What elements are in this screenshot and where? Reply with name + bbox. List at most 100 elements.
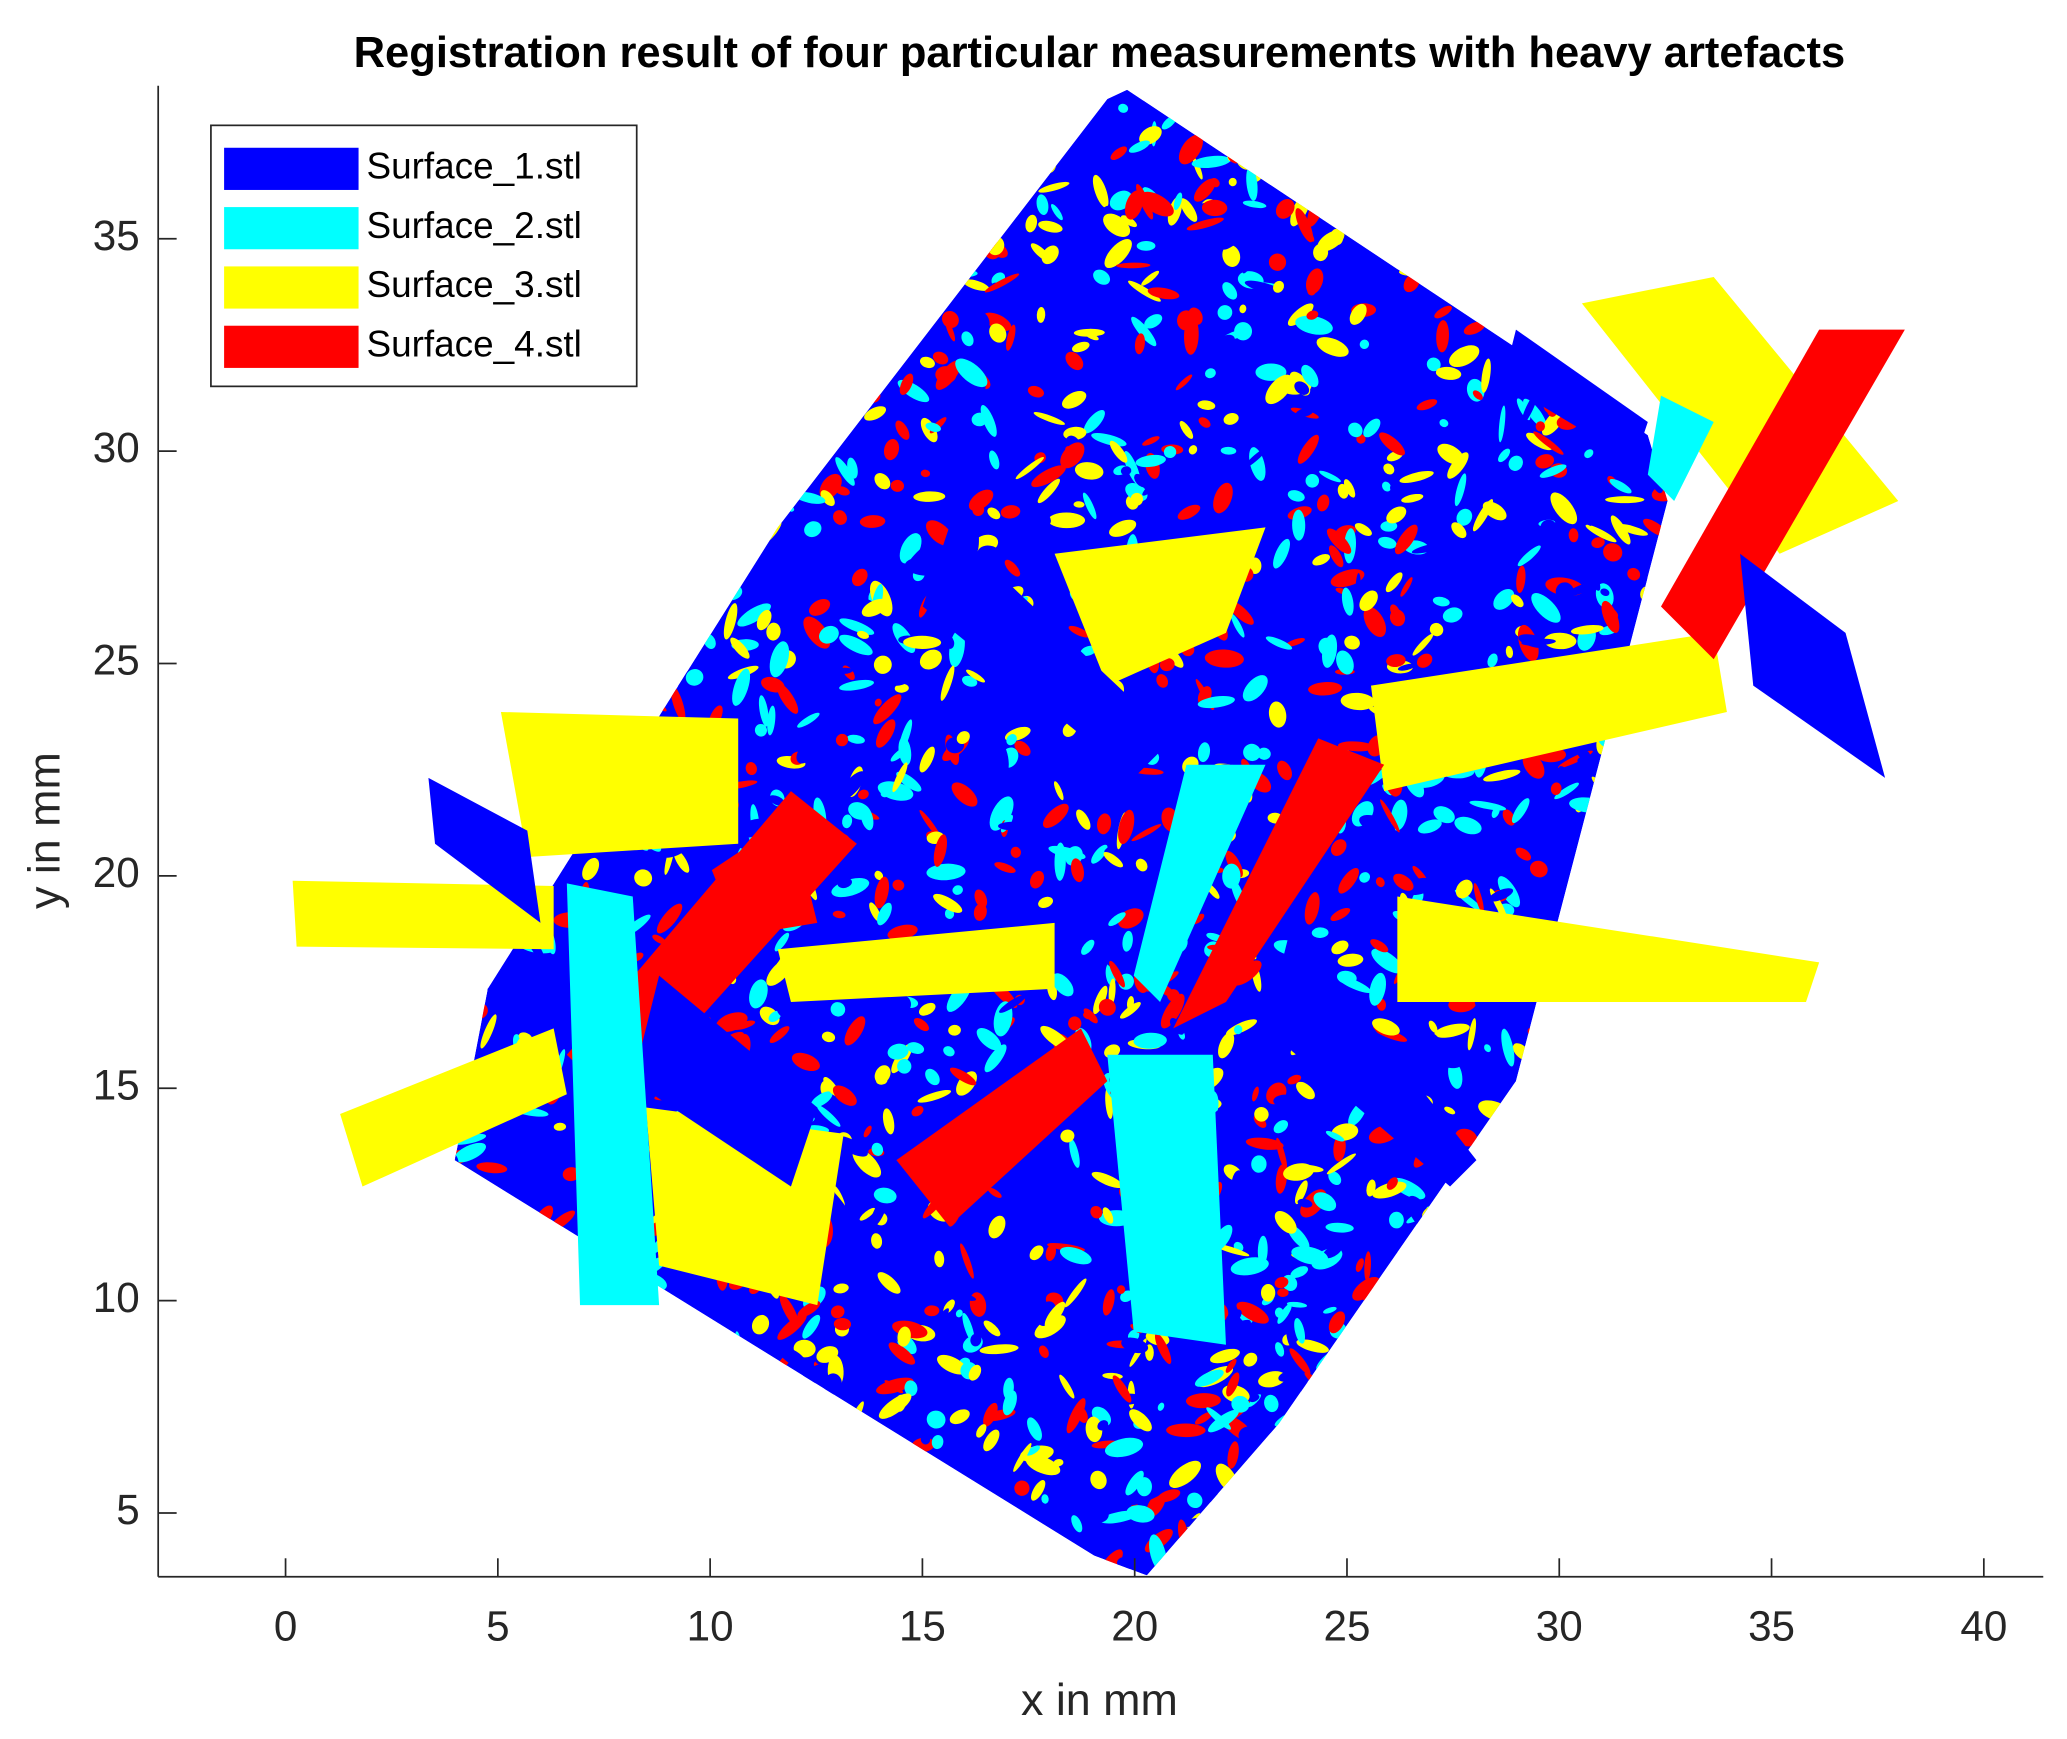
surface-speckle <box>778 1347 807 1368</box>
surface-speckle <box>629 1536 642 1556</box>
surface-speckle <box>593 671 608 685</box>
surface-speckle <box>1222 244 1241 267</box>
surface-speckle <box>1352 1572 1381 1576</box>
surface-speckle <box>1484 1309 1494 1336</box>
surface-speckle <box>685 427 701 444</box>
surface-speckle <box>570 1478 588 1495</box>
surface-speckle <box>1397 663 1416 671</box>
surface-speckle <box>926 863 966 881</box>
surface-speckle <box>795 1479 806 1519</box>
surface-speckle <box>1411 1027 1445 1053</box>
surface-speckle <box>1003 1257 1020 1275</box>
surface-speckle <box>848 600 858 611</box>
surface-speckle <box>484 630 493 663</box>
surface-speckle <box>1273 280 1285 293</box>
surface-speckle <box>707 1574 724 1576</box>
surface-speckle <box>716 1570 752 1576</box>
surface-speckle <box>503 975 517 997</box>
artefact-streak <box>340 1028 567 1187</box>
surface-speckle <box>1039 511 1051 525</box>
surface-speckle <box>539 1353 555 1371</box>
surface-speckle <box>1316 337 1349 357</box>
surface-speckle <box>1512 185 1528 205</box>
surface-speckle <box>1432 596 1450 607</box>
surface-speckle <box>1509 1393 1520 1430</box>
surface-speckle <box>1120 215 1137 228</box>
surface-speckle <box>1621 777 1638 795</box>
surface-speckle <box>1116 262 1151 269</box>
surface-speckle <box>1213 482 1233 514</box>
surface-speckle <box>1454 473 1467 507</box>
surface-speckle <box>1073 89 1095 108</box>
surface-speckle <box>883 269 891 288</box>
surface-speckle <box>1563 261 1583 280</box>
surface-speckle <box>1355 1323 1372 1336</box>
surface-speckle <box>661 483 669 493</box>
surface-speckle <box>1510 594 1524 608</box>
artefact-streak <box>632 975 818 1187</box>
surface-speckle <box>883 439 900 461</box>
surface-speckle <box>979 1555 1002 1576</box>
surface-speckle <box>808 539 828 551</box>
artefact-streak <box>1173 738 1385 1029</box>
surface-speckle <box>1656 277 1668 286</box>
surface-speckle <box>703 308 718 346</box>
surface-speckle <box>541 620 561 636</box>
surface-speckle <box>1372 1181 1407 1199</box>
surface-speckle <box>1041 245 1059 265</box>
surface-speckle <box>737 603 771 627</box>
surface-speckle <box>454 1279 468 1290</box>
surface-speckle <box>1363 606 1387 637</box>
surface-speckle <box>1294 666 1314 689</box>
surface-speckle <box>588 451 608 465</box>
surface-speckle <box>1215 1504 1221 1521</box>
surface-speckle <box>1197 695 1235 709</box>
surface-speckle <box>1476 1304 1491 1322</box>
surface-speckle <box>454 393 461 407</box>
surface-speckle <box>1469 800 1507 811</box>
surface-speckle <box>1555 582 1574 602</box>
surface-speckle <box>1556 212 1587 224</box>
surface-speckle <box>663 605 689 627</box>
surface-speckle <box>1445 1341 1469 1354</box>
surface-speckle <box>454 1042 467 1062</box>
surface-speckle <box>544 1522 553 1555</box>
surface-speckle <box>948 1024 961 1036</box>
surface-speckle <box>1389 1211 1404 1229</box>
surface-speckle <box>1386 506 1407 524</box>
surface-speckle <box>1366 175 1385 190</box>
surface-speckle <box>454 948 465 960</box>
legend-label: Surface_2.stl <box>366 205 581 246</box>
surface-speckle <box>1160 993 1185 1029</box>
surface-speckle <box>1383 1389 1394 1398</box>
surface-speckle <box>758 502 775 520</box>
surface-speckle <box>1156 674 1169 688</box>
surface-speckle <box>1065 780 1100 795</box>
surface-speckle <box>697 1403 727 1422</box>
surface-speckle <box>802 1314 821 1339</box>
surface-speckle <box>1134 473 1147 488</box>
surface-speckle <box>771 245 792 280</box>
surface-speckle <box>749 683 765 714</box>
surface-speckle <box>1265 403 1280 417</box>
surface-speckle <box>1493 588 1515 610</box>
surface-speckle <box>463 481 474 498</box>
surface-speckle <box>1251 1155 1267 1173</box>
surface-speckle <box>701 1454 712 1469</box>
surface-speckle <box>1121 1337 1149 1354</box>
surface-speckle <box>1462 167 1486 198</box>
surface-speckle <box>886 669 914 686</box>
surface-speckle <box>1557 1091 1566 1102</box>
surface-speckle <box>1587 217 1601 239</box>
surface-speckle <box>1617 1492 1635 1511</box>
surface-speckle <box>1434 1023 1470 1038</box>
surface-speckle <box>1471 1545 1483 1556</box>
surface-speckle <box>729 243 747 255</box>
surface-speckle <box>486 754 497 792</box>
surface-speckle <box>749 979 768 1009</box>
surface-speckle <box>835 486 850 496</box>
surface-speckle <box>718 1485 734 1497</box>
surface-speckle <box>1634 1108 1647 1120</box>
surface-speckle <box>1198 417 1211 428</box>
